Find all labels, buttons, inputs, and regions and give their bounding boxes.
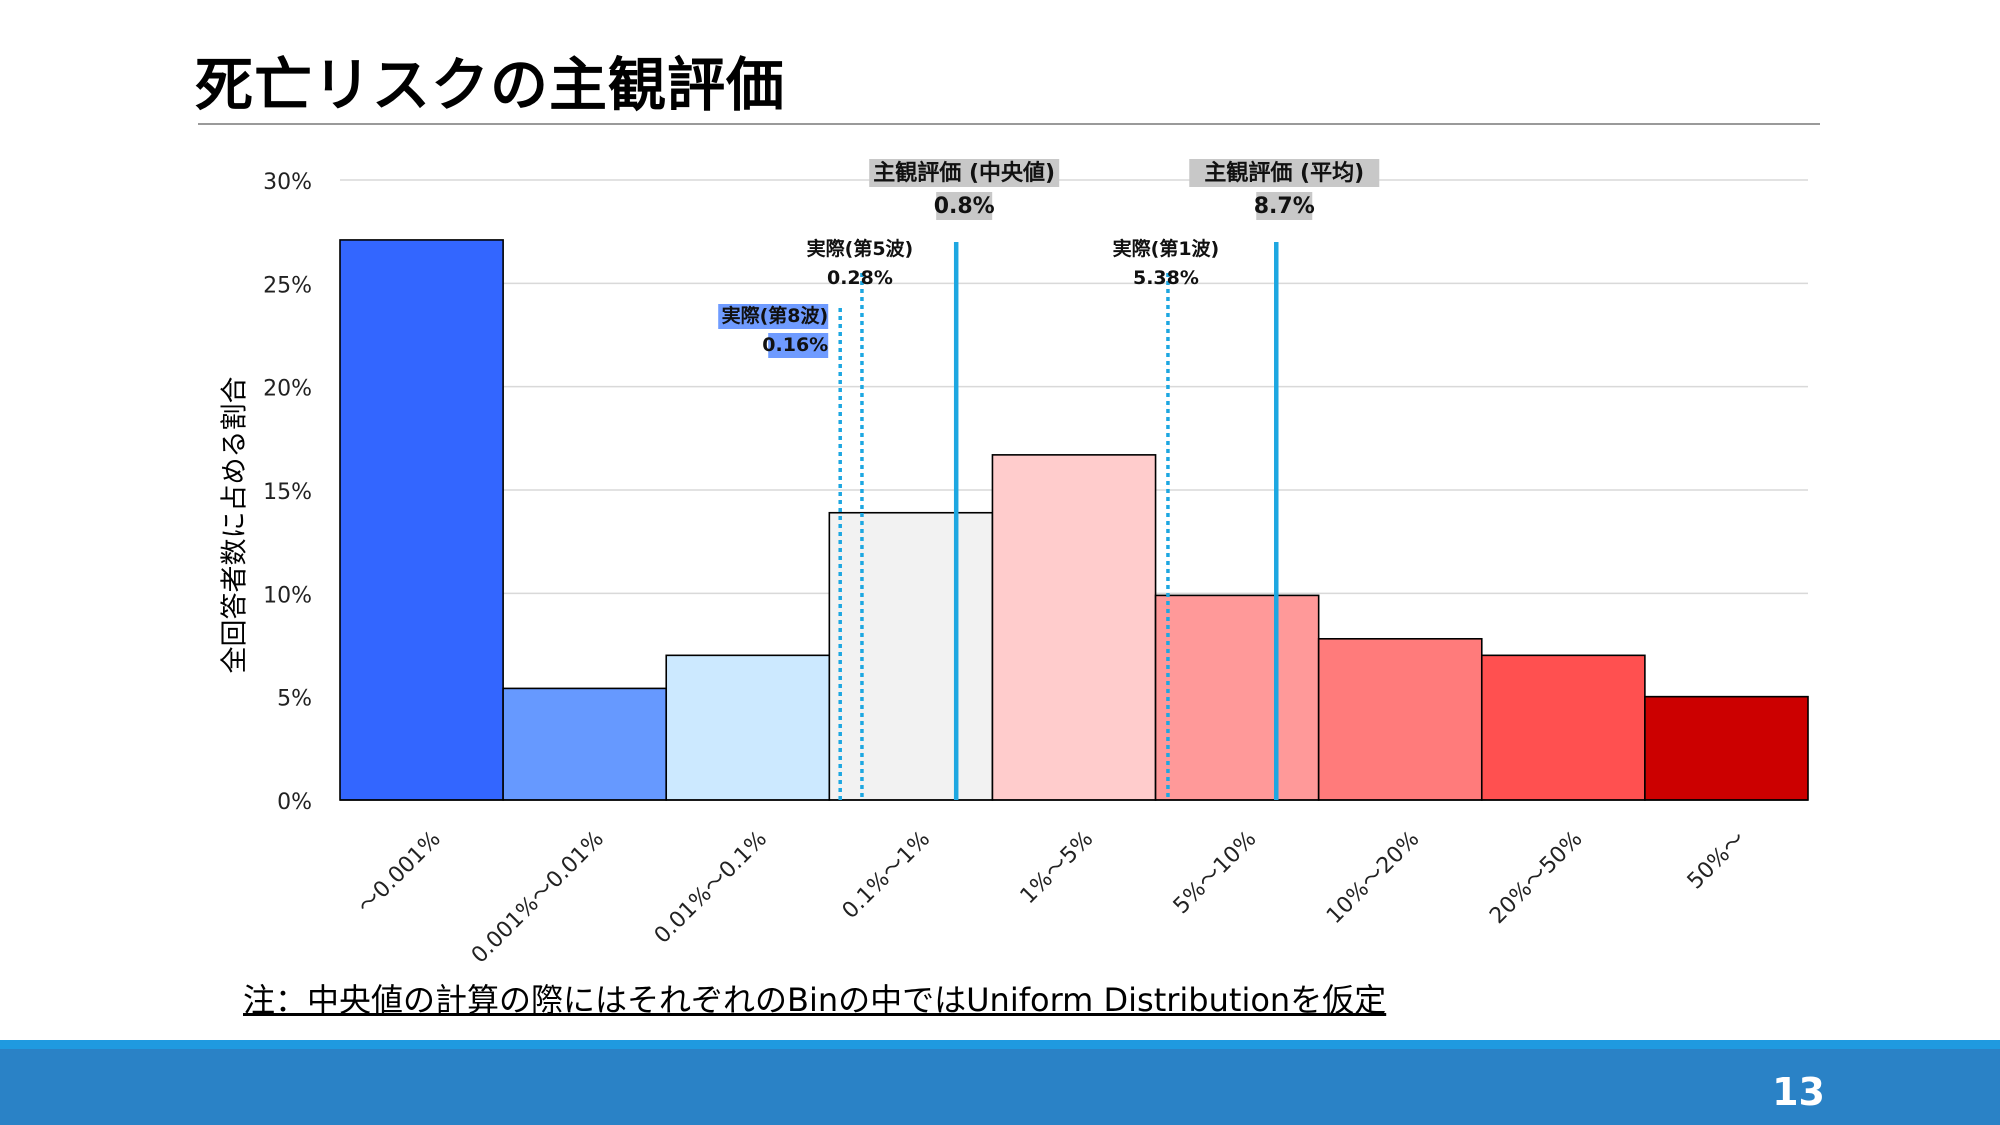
y-tick-label: 10%: [263, 583, 312, 608]
label-background: [718, 304, 829, 329]
reference-line-label: 実際(第1波): [1113, 237, 1220, 260]
y-tick-label: 0%: [277, 790, 312, 815]
bar: [828, 511, 994, 801]
bar: [1480, 654, 1646, 801]
x-tick-label: 1%～5%: [1016, 827, 1099, 910]
label-background: [936, 192, 993, 220]
label-background: [869, 159, 1060, 187]
x-tick-label: 0.001%～0.01%: [467, 827, 609, 969]
title-divider: [198, 123, 1820, 125]
slide-title: 死亡リスクの主観評価: [195, 51, 786, 119]
y-tick-label: 15%: [263, 480, 312, 505]
bar: [1154, 594, 1320, 801]
page-number: 13: [1772, 1070, 1825, 1114]
y-axis-label: 全回答者数に占める割合: [219, 376, 251, 674]
footer-bar: [0, 1049, 2000, 1125]
label-background: [1189, 159, 1380, 187]
bar: [991, 454, 1157, 801]
footer-accent-line: [0, 1040, 2000, 1049]
x-tick-label: 50%～: [1683, 827, 1751, 895]
x-tick-label: 0.1%～1%: [838, 827, 935, 924]
reference-line-value: 5.38%: [1133, 267, 1199, 289]
bar: [339, 239, 504, 801]
histogram-chart: 0% 5% 10% 15% 20% 25% 30% ～0.001% 0.001%～0.01% 0.…: [263, 159, 1809, 969]
bar: [502, 687, 668, 801]
reference-line-value: 8.7%: [1254, 194, 1315, 219]
reference-line-label: 主観評価 (中央値): [873, 160, 1055, 186]
bar: [1644, 695, 1809, 801]
y-tick-label: 30%: [263, 170, 312, 195]
y-tick-label: 5%: [277, 687, 312, 712]
x-tick-label: 5%～10%: [1169, 827, 1261, 919]
x-tick-label: 0.01%～0.1%: [650, 827, 772, 949]
x-tick-label: 20%～50%: [1485, 827, 1587, 929]
reference-line-label: 主観評価 (平均): [1204, 160, 1364, 186]
bar: [1317, 637, 1483, 801]
label-background: [768, 333, 829, 358]
reference-line-label: 実際(第5波): [807, 237, 914, 260]
reference-line-value: 0.16%: [762, 334, 828, 356]
y-tick-label: 20%: [263, 377, 312, 402]
x-tick-label: ～0.001%: [353, 827, 446, 920]
footnote: 注：中央値の計算の際にはそれぞれのBinの中ではUniform Distribu…: [243, 981, 1387, 1019]
bar: [665, 654, 831, 801]
reference-line-label: 実際(第8波): [722, 304, 829, 327]
reference-line-value: 0.28%: [827, 267, 893, 289]
label-background: [1256, 192, 1313, 220]
reference-line-value: 0.8%: [934, 194, 995, 219]
y-tick-label: 25%: [263, 273, 312, 298]
x-tick-label: 10%～20%: [1322, 827, 1424, 929]
